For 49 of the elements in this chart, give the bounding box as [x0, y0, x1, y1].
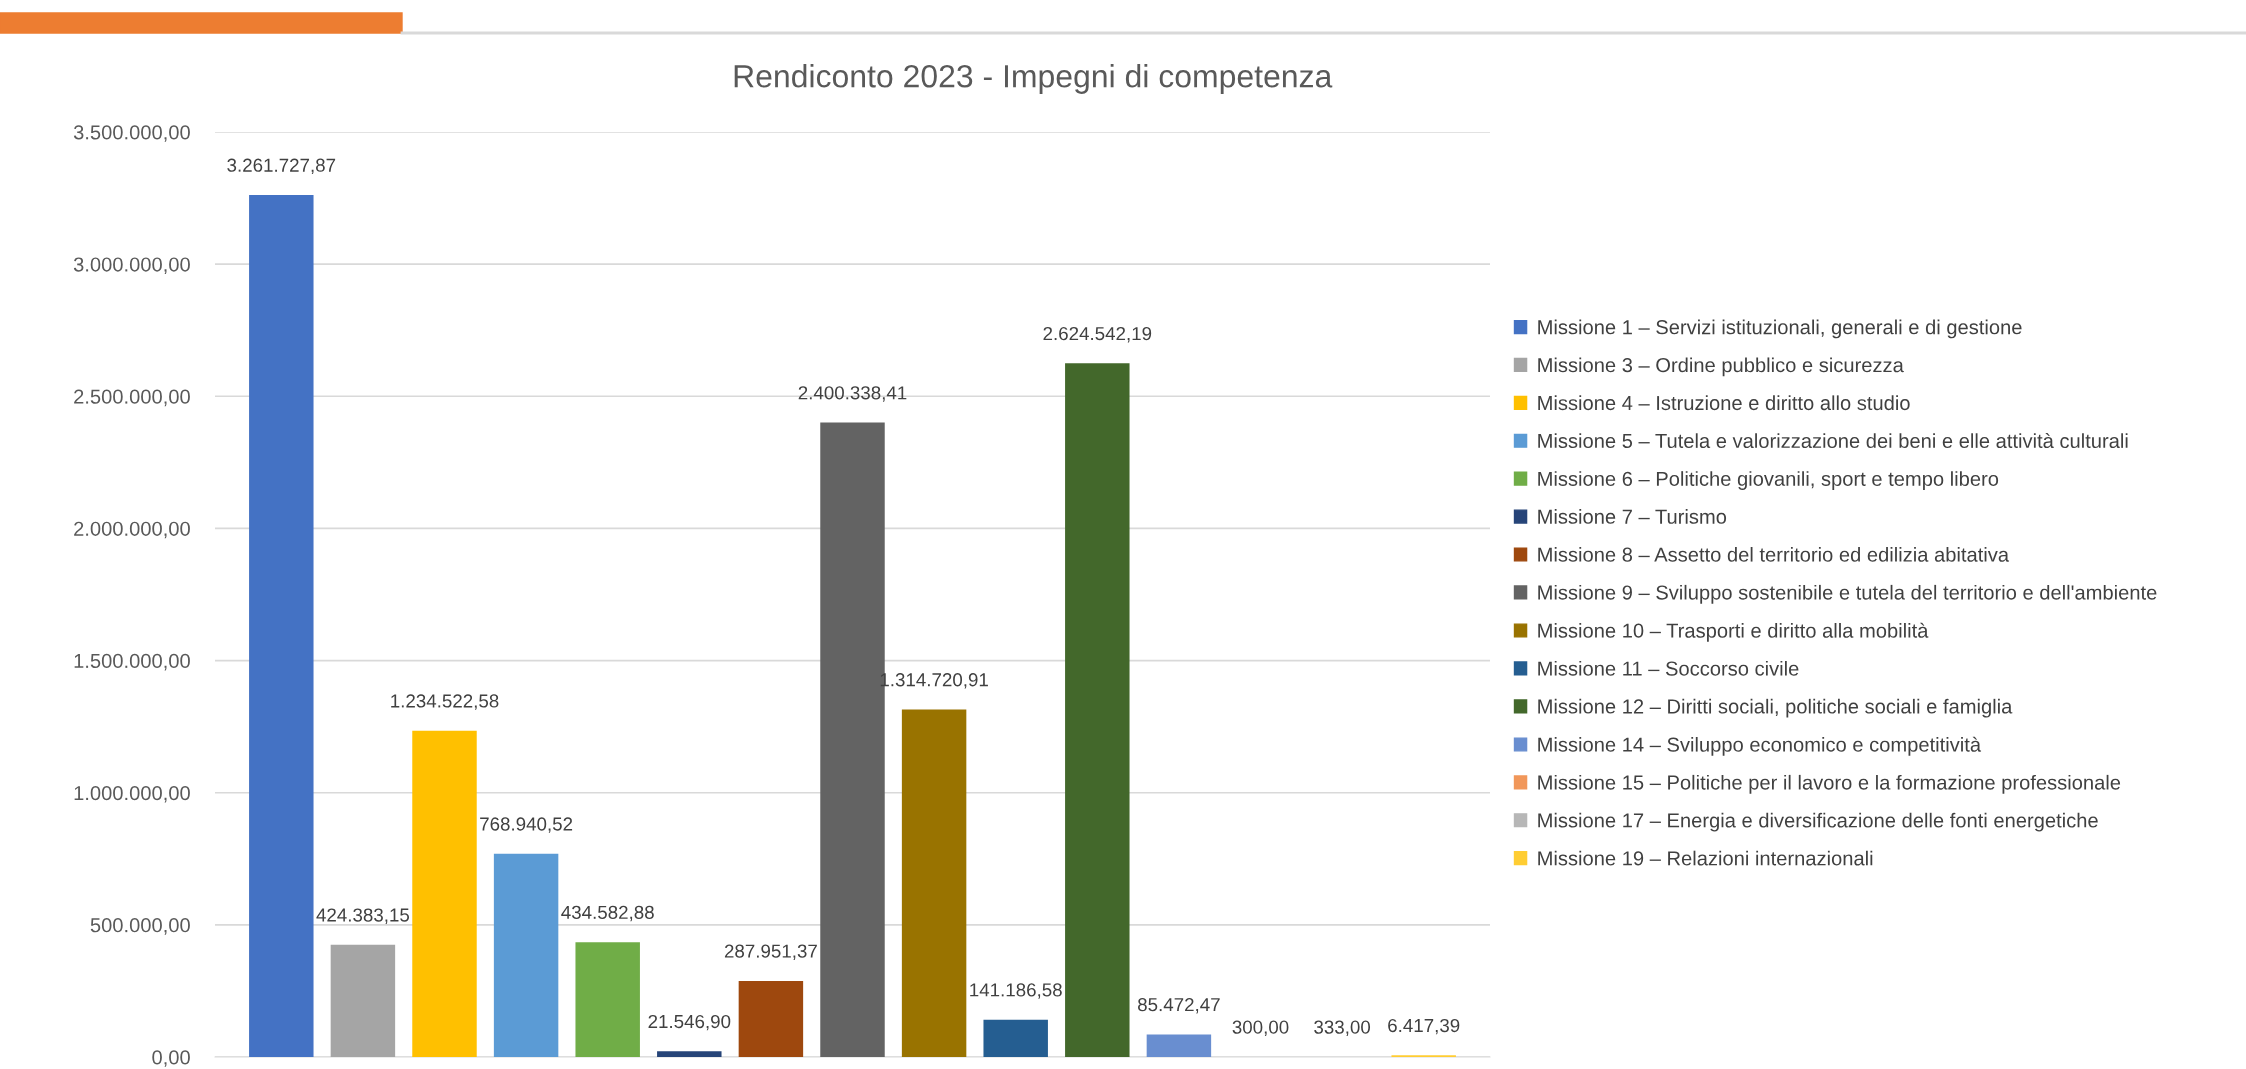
bar [1146, 1034, 1212, 1057]
legend-label: Missione 9 – Sviluppo sostenibile e tutela del territorio e dell'ambiente [1538, 584, 2157, 604]
data-label: 300,00 [1232, 1020, 1289, 1036]
legend-label: Missione 14 – Sviluppo economico e competitività [1538, 736, 1982, 756]
legend-label: Missione 8 – Assetto del territorio ed edilizia abitativa [1538, 546, 2010, 562]
legend-label: Missione 15 – Politiche per il lavoro e la formazione professionale [1538, 774, 2121, 794]
data-label: 768.940,52 [480, 817, 573, 833]
bar [330, 944, 396, 1057]
data-label: 2.624.542,19 [1043, 326, 1152, 343]
data-label: 85.472,47 [1138, 997, 1220, 1014]
bar [901, 709, 967, 1057]
y-tick-label: 2.500.000,00 [74, 389, 190, 407]
data-label: 287.951,37 [724, 944, 817, 960]
y-tick-label: 1.000.000,00 [74, 785, 190, 803]
legend-label: Missione 5 – Tutela e valorizzazione dei beni e elle attività culturali [1538, 433, 2128, 449]
legend-label: Missione 19 – Relazioni internazionali [1538, 850, 1873, 866]
data-label: 3.261.727,87 [227, 158, 336, 175]
bar [493, 853, 559, 1057]
y-tick-label: 0,00 [152, 1050, 190, 1067]
bar [1065, 363, 1130, 1057]
legend-label: Missione 3 – Ordine pubblico e sicurezza [1538, 357, 1904, 377]
y-tick-label: 3.500.000,00 [73, 125, 190, 142]
data-label: 1.234.522,58 [391, 694, 499, 710]
y-tick-label: 500.000,00 [90, 918, 190, 935]
data-label: 141.186,58 [970, 983, 1062, 999]
data-label: 2.400.338,41 [798, 386, 907, 402]
bar [738, 980, 804, 1057]
bar [249, 194, 314, 1057]
y-tick-label: 2.000.000,00 [74, 521, 190, 539]
data-label: 424.383,15 [316, 908, 410, 924]
chart-title: Rendiconto 2023 - Impegni di competenza [734, 64, 1333, 94]
data-label: 333,00 [1314, 1020, 1371, 1036]
legend-label: Missione 12 – Diritti sociali, politiche sociali e famiglia [1538, 698, 2013, 718]
legend-label: Missione 7 – Turismo [1538, 509, 1727, 524]
legend-label: Missione 10 – Trasporti e diritto alla mobilità [1538, 622, 1929, 642]
legend-label: Missione 6 – Politiche giovanili, sport e tempo libero [1538, 471, 1999, 490]
bar [657, 1051, 722, 1057]
bar [983, 1019, 1048, 1057]
data-label: 434.582,88 [561, 905, 654, 922]
legend-label: Missione 4 – Istruzione e diritto allo studio [1538, 395, 1910, 411]
data-label: 6.417,39 [1388, 1018, 1460, 1035]
bar [412, 730, 477, 1057]
legend-label: Missione 17 – Energia e diversificazione delle fonti energetiche [1538, 812, 2098, 832]
bar [575, 942, 640, 1057]
data-label: 21.546,90 [648, 1014, 731, 1031]
y-tick-label: 3.000.000,00 [73, 257, 190, 275]
legend-label: Missione 11 – Soccorso civile [1538, 660, 1799, 676]
legend-label: Missione 1 – Servizi istituzionali, generali e di gestione [1538, 319, 2022, 339]
y-tick-label: 1.500.000,00 [74, 653, 190, 671]
